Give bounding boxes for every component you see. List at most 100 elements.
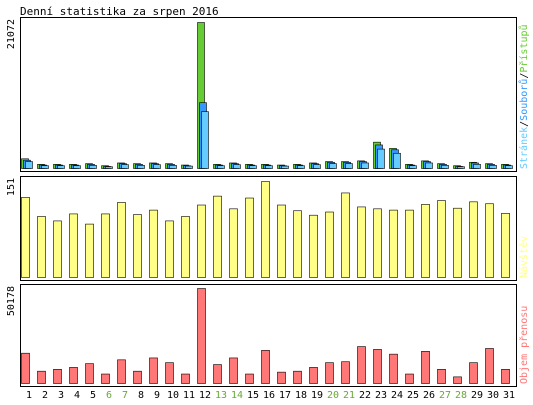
x-tick-label: 3: [58, 390, 64, 401]
bar-visits-17: [277, 204, 286, 278]
bar-Stránek-6: [105, 166, 113, 169]
bar-Stránek-27: [441, 165, 449, 169]
bar-visits-12: [197, 204, 206, 278]
panel-frame: [20, 176, 517, 281]
x-tick-label: 15: [247, 390, 259, 401]
bar-kbytes-16: [261, 350, 270, 384]
bar-Stránek-8: [137, 165, 145, 169]
panel-frame: [20, 17, 517, 172]
bar-kbytes-14: [229, 357, 238, 384]
bar-visits-28: [453, 207, 462, 278]
bar-visits-1: [21, 197, 30, 278]
panel-visits: 151 Návštěv: [6, 176, 530, 281]
bar-Stránek-25: [409, 165, 417, 169]
bar-visits-13: [213, 195, 222, 278]
y-max-label: 151: [6, 178, 17, 196]
bar-visits-31: [501, 212, 510, 278]
legend-entry: Souborů: [518, 79, 530, 121]
bar-visits-15: [245, 197, 254, 278]
bar-kbytes-17: [277, 371, 286, 384]
bar-kbytes-28: [453, 376, 462, 384]
x-axis-labels: 1 2 3 4 5 6 7 8 9 10 11 12 13 14 15 16 17 18 19 20 21 22 23 24 2…: [26, 390, 515, 401]
x-tick-label: 9: [154, 390, 160, 401]
legend-entry: Návštěv: [518, 236, 530, 278]
chart-title: Denní statistika za srpen 2016: [20, 5, 219, 18]
bar-visits-30: [485, 203, 494, 278]
x-tick-label: 31: [503, 390, 515, 401]
bar-Stránek-11: [185, 165, 193, 169]
x-tick-label: 16: [263, 390, 275, 401]
bar-Stránek-10: [169, 165, 177, 169]
bar-Stránek-2: [41, 165, 49, 169]
bar-Stránek-7: [121, 164, 129, 169]
x-tick-label: 4: [74, 390, 80, 401]
legend-separator: /: [519, 121, 530, 127]
panel-kbytes: 50178 Objem přenosu: [6, 284, 530, 387]
bar-Stránek-4: [73, 165, 81, 169]
bar-kbytes-9: [149, 357, 158, 384]
bar-Stránek-1: [25, 161, 33, 169]
bar-kbytes-23: [373, 349, 382, 384]
bar-Stránek-30: [489, 165, 497, 169]
bar-visits-21: [341, 192, 350, 278]
legend-entry: Objem přenosu: [518, 306, 530, 384]
bar-visits-25: [405, 209, 414, 278]
bar-kbytes-15: [245, 373, 254, 384]
bar-Stránek-19: [313, 164, 321, 169]
bar-kbytes-25: [405, 373, 414, 384]
x-tick-label: 13: [215, 390, 227, 401]
bar-visits-14: [229, 208, 238, 278]
x-tick-label: 10: [167, 390, 179, 401]
x-tick-label: 24: [391, 390, 403, 401]
bar-visits-6: [101, 213, 110, 278]
bar-visits-27: [437, 200, 446, 278]
bar-kbytes-24: [389, 353, 398, 384]
x-tick-label: 29: [471, 390, 483, 401]
bar-kbytes-26: [421, 351, 430, 384]
legend-kbytes: Objem přenosu: [518, 306, 530, 384]
bar-visits-3: [53, 220, 62, 278]
panel-frame: [20, 284, 517, 387]
bar-Stránek-22: [361, 162, 369, 169]
bar-Stránek-28: [457, 166, 465, 169]
bar-kbytes-10: [165, 362, 174, 384]
bar-kbytes-19: [309, 367, 318, 384]
bar-Stránek-31: [505, 165, 513, 169]
y-max-label: 21072: [6, 19, 17, 49]
x-tick-label: 26: [423, 390, 435, 401]
x-tick-label: 20: [327, 390, 339, 401]
x-tick-label: 17: [279, 390, 291, 401]
bar-kbytes-1: [21, 352, 30, 384]
bar-kbytes-22: [357, 346, 366, 384]
legend-hits: Stránek/Souborů/Přístupů: [518, 24, 530, 169]
chart-panels: 21072Stránek/Souborů/Přístupů151Návštěv5…: [6, 17, 530, 387]
bar-Stránek-29: [473, 164, 481, 169]
bar-visits-18: [293, 210, 302, 278]
bar-kbytes-31: [501, 369, 510, 384]
bar-Stránek-26: [425, 162, 433, 169]
x-tick-label: 21: [343, 390, 355, 401]
bar-kbytes-13: [213, 364, 222, 384]
bar-Stránek-5: [89, 165, 97, 169]
bar-visits-20: [325, 211, 334, 278]
bar-kbytes-4: [69, 367, 78, 384]
bar-visits-26: [421, 204, 430, 278]
x-tick-label: 7: [122, 390, 128, 401]
bar-visits-7: [117, 202, 126, 278]
x-tick-label: 8: [138, 390, 144, 401]
bar-visits-2: [37, 216, 46, 278]
x-tick-label: 19: [311, 390, 323, 401]
legend-visits: Návštěv: [518, 236, 530, 278]
bar-Stránek-24: [393, 152, 401, 169]
legend-entry: Přístupů: [518, 24, 530, 72]
x-tick-label: 2: [42, 390, 48, 401]
bar-Stránek-16: [265, 165, 273, 169]
x-tick-label: 25: [407, 390, 419, 401]
bar-Stránek-17: [281, 165, 289, 169]
bar-kbytes-3: [53, 369, 62, 384]
bar-visits-10: [165, 220, 174, 278]
bar-Stránek-13: [217, 165, 225, 169]
bar-visits-11: [181, 216, 190, 278]
bar-kbytes-11: [181, 373, 190, 384]
